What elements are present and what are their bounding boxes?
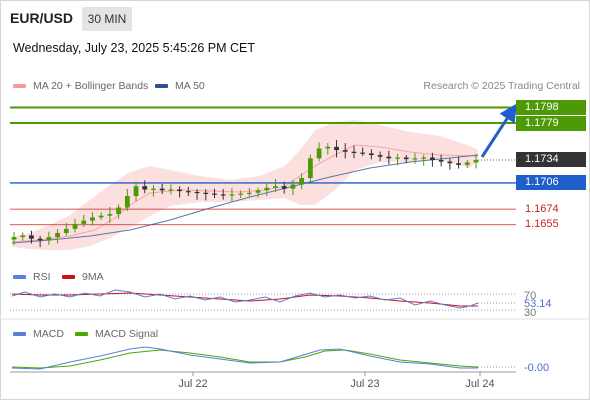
candle-body: [360, 152, 366, 154]
candle-body: [438, 159, 444, 162]
candle-body: [238, 193, 244, 195]
legend-swatch: [75, 332, 88, 336]
bollinger-band: [12, 120, 478, 250]
candle-body: [273, 186, 278, 188]
legend-bollinger: MA 20 + Bollinger Bands: [13, 80, 148, 92]
legend-bollinger-label: MA 20 + Bollinger Bands: [33, 80, 149, 92]
candle-body: [316, 148, 322, 159]
rsi-line: [11, 289, 479, 309]
candle-body: [246, 192, 252, 194]
legend-swatch: [62, 275, 75, 279]
candle-body: [334, 146, 339, 151]
x-tick-label: Jul 24: [465, 378, 494, 390]
candle-body: [464, 162, 470, 165]
candle-body: [325, 146, 331, 149]
level-tag-support: 1.1655: [525, 218, 559, 231]
candle-body: [177, 189, 183, 192]
candle-body: [203, 192, 209, 194]
candle-body: [90, 217, 95, 221]
macd-signal-line: [11, 349, 479, 369]
candle-body: [403, 157, 409, 160]
candle-body: [395, 157, 400, 159]
candle-body: [151, 188, 156, 190]
legend-swatch: [13, 332, 26, 336]
level-tag-resistance-target: 1.1779: [516, 115, 586, 131]
candle-body: [142, 186, 148, 190]
ma50-line: [11, 154, 479, 244]
candle-body: [473, 159, 479, 163]
ma20-line: [11, 144, 479, 243]
candle-body: [46, 237, 52, 241]
legend-macd: MACD: [13, 328, 64, 340]
candle-body: [212, 193, 217, 195]
candle-body: [299, 178, 305, 185]
candle-body: [307, 158, 313, 178]
rsi-value-label: 53.14: [524, 298, 552, 310]
legend-macd-signal-label: MACD Signal: [95, 328, 159, 340]
rsi-70-label: 70: [524, 290, 536, 302]
forecast-arrow: [480, 103, 517, 158]
legend-ma50: MA 50: [155, 80, 205, 92]
candle-body: [421, 157, 427, 159]
candle-body: [377, 155, 383, 157]
level-tag-resistance-target: 1.1798: [516, 99, 586, 115]
candle-body: [168, 189, 174, 191]
candle-body: [107, 214, 113, 216]
level-tag-last-price: 1.1734: [516, 152, 586, 168]
macd-value-label: -0.00: [524, 362, 549, 374]
candle-body: [11, 237, 17, 240]
legend-swatch: [13, 84, 26, 88]
candle-body: [368, 153, 374, 156]
symbol-title: EUR/USD: [10, 10, 74, 26]
candle-body: [29, 235, 34, 239]
legend-swatch: [13, 275, 26, 279]
candle-body: [220, 194, 226, 196]
macd-line: [11, 346, 478, 370]
level-tag-pivot: 1.1706: [516, 175, 586, 191]
rsi-30-label: 30: [524, 307, 536, 319]
candle-body: [159, 188, 165, 191]
level-tag-support: 1.1674: [525, 202, 559, 215]
legend-swatch: [155, 84, 168, 88]
credit-label: Research © 2025 Trading Central: [423, 80, 580, 92]
candle-body: [290, 184, 296, 189]
candle-body: [430, 157, 435, 160]
candle-body: [72, 223, 78, 229]
candle-body: [342, 150, 348, 152]
candle-body: [20, 235, 26, 238]
candle-body: [351, 151, 357, 153]
candle-body: [255, 190, 261, 193]
candle-body: [133, 186, 139, 197]
candle-body: [447, 161, 453, 164]
candle-body: [456, 163, 461, 165]
rsi-ma-line: [11, 292, 478, 307]
legend-rsi-label: RSI: [33, 271, 51, 283]
legend-rsi: RSI: [13, 271, 51, 283]
candle-body: [264, 187, 270, 191]
candle-body: [229, 194, 235, 196]
candle-body: [412, 158, 418, 160]
candle-body: [55, 232, 60, 238]
candle-body: [124, 196, 130, 208]
candle-body: [386, 156, 392, 159]
legend-ma50-label: MA 50: [175, 80, 205, 92]
legend-rsi-ma: 9MA: [62, 271, 104, 283]
legend-rsi-ma-label: 9MA: [82, 271, 104, 283]
x-tick-label: Jul 22: [178, 378, 207, 390]
candle-body: [194, 191, 200, 194]
candle-body: [185, 191, 191, 193]
candle-body: [37, 238, 43, 241]
datetime-label: Wednesday, July 23, 2025 5:45:26 PM CET: [13, 41, 256, 55]
legend-macd-signal: MACD Signal: [75, 328, 158, 340]
x-tick-label: Jul 23: [350, 378, 379, 390]
legend-macd-label: MACD: [33, 328, 64, 340]
candle-body: [63, 228, 69, 233]
timeframe-button[interactable]: 30 MIN: [82, 7, 132, 31]
candle-body: [281, 186, 287, 189]
candle-body: [116, 207, 122, 215]
candle-body: [81, 220, 87, 224]
candle-body: [98, 215, 104, 218]
